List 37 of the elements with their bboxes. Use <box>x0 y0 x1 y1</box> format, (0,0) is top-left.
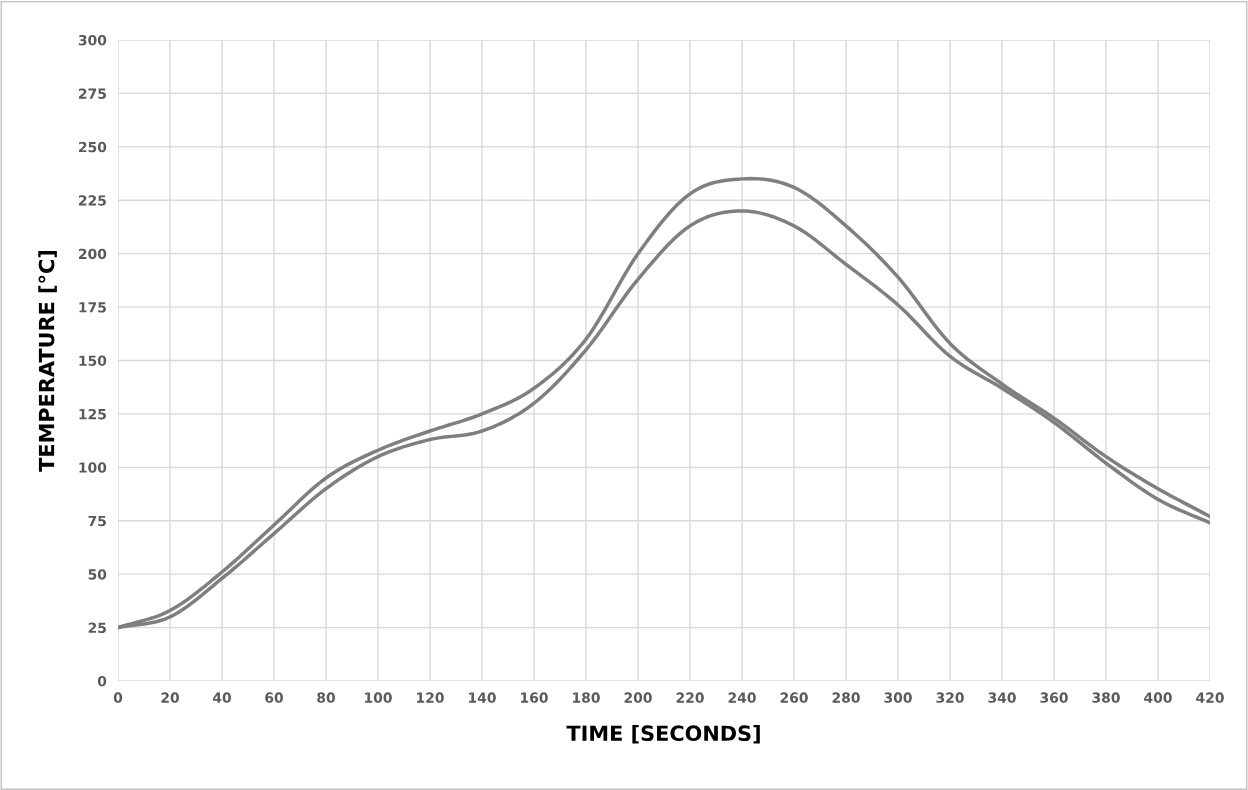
x-tick-label: 20 <box>161 692 179 703</box>
x-tick-label: 260 <box>780 692 808 703</box>
x-tick-label: 100 <box>365 692 392 703</box>
y-tick-label: 100 <box>79 462 107 473</box>
y-tick-label: 250 <box>79 141 107 153</box>
y-tick-label: 0 <box>97 675 107 687</box>
y-axis-title: TEMPERATURE [°C] <box>38 250 57 472</box>
x-tick-label: 360 <box>1040 692 1068 703</box>
x-tick-label: 200 <box>624 692 652 703</box>
x-tick-label: 140 <box>469 692 496 703</box>
x-tick-label: 40 <box>212 692 231 703</box>
y-tick-label: 150 <box>79 355 107 366</box>
x-tick-label: 380 <box>1092 692 1120 703</box>
y-tick-label: 125 <box>79 408 106 420</box>
y-tick-label: 75 <box>88 515 106 527</box>
x-axis-title: TIME [SECONDS] <box>566 725 760 744</box>
y-tick-label: 300 <box>78 34 107 46</box>
x-tick-label: 280 <box>832 692 860 703</box>
y-tick-label: 50 <box>88 569 107 580</box>
y-tick-label: 200 <box>79 248 107 260</box>
x-tick-label: 240 <box>728 692 756 703</box>
x-tick-label: 400 <box>1144 692 1172 703</box>
y-tick-label: 175 <box>79 302 106 313</box>
y-tick-label: 25 <box>88 622 106 634</box>
x-tick-label: 300 <box>884 692 912 703</box>
x-tick-label: 120 <box>417 692 444 703</box>
x-tick-label: 320 <box>936 692 964 703</box>
x-tick-label: 0 <box>113 692 123 703</box>
x-tick-label: 180 <box>573 692 600 703</box>
x-tick-label: 220 <box>676 692 704 703</box>
x-tick-label: 420 <box>1196 692 1224 703</box>
x-tick-label: 80 <box>317 692 335 703</box>
y-tick-label: 225 <box>79 195 106 206</box>
y-tick-label: 275 <box>79 88 106 99</box>
x-tick-label: 160 <box>521 692 548 703</box>
x-tick-label: 60 <box>265 692 283 703</box>
x-tick-label: 340 <box>988 692 1016 703</box>
